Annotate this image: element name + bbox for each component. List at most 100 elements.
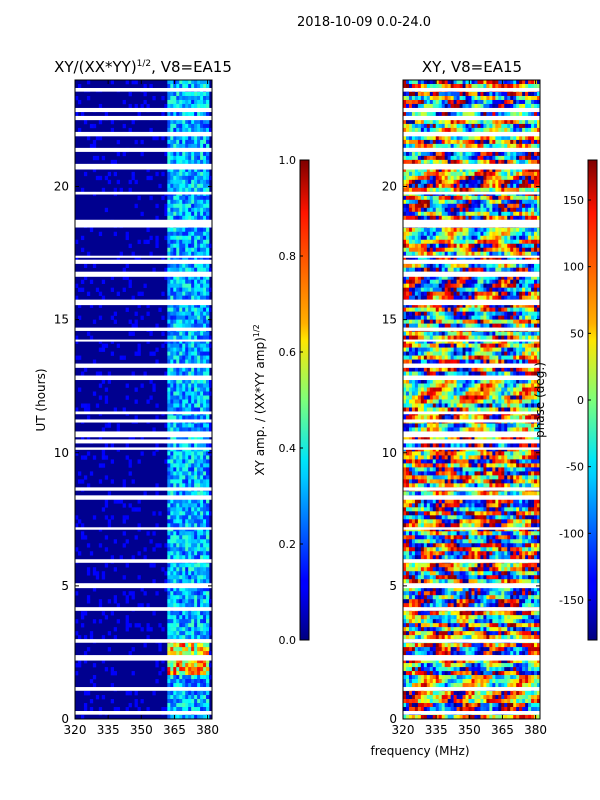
phase-cell <box>495 251 499 257</box>
amp-cell <box>167 239 171 245</box>
amp-cell <box>194 235 198 241</box>
phase-cell <box>531 91 535 97</box>
phase-cell <box>489 83 493 89</box>
amp-cell <box>197 139 201 145</box>
phase-cell <box>447 99 451 105</box>
phase-cell <box>510 207 514 213</box>
phase-cell <box>510 99 514 105</box>
amp-cell <box>182 483 186 488</box>
phase-cell <box>471 155 475 161</box>
amp-cell <box>182 647 186 652</box>
phase-cell <box>468 123 472 129</box>
amp-cell <box>197 479 201 484</box>
phase-cell <box>483 139 487 145</box>
amp-cell <box>167 211 171 217</box>
phase-cell <box>468 203 472 209</box>
phase-cell <box>403 95 407 101</box>
data-gap <box>75 583 212 589</box>
amp-cell <box>170 319 174 324</box>
amp-cell <box>191 619 195 624</box>
phase-cell <box>525 91 529 97</box>
amp-cell <box>200 247 204 253</box>
phase-cell <box>492 155 496 161</box>
amp-cell <box>197 443 201 448</box>
amp-cell <box>191 311 195 316</box>
amp-cell <box>200 475 204 480</box>
phase-cell <box>405 167 410 173</box>
amp-cell <box>170 579 174 584</box>
amp-cell <box>167 683 171 688</box>
amp-cell <box>203 311 207 316</box>
amp-cell <box>185 691 189 696</box>
amp-cell <box>182 119 186 125</box>
amp-cell <box>197 403 201 408</box>
amp-cell <box>200 367 204 372</box>
amp-cell <box>206 215 210 221</box>
amp-cell <box>182 627 186 632</box>
phase-cell <box>459 239 463 245</box>
phase-cell <box>429 195 434 201</box>
amp-cell <box>170 199 174 205</box>
amp-cell <box>113 599 117 604</box>
amp-cell <box>167 267 171 272</box>
amp-cell <box>122 151 126 157</box>
amp-cell <box>92 167 97 173</box>
amp-cell <box>167 255 171 261</box>
phase-cell <box>504 99 508 105</box>
amp-cell <box>155 347 159 352</box>
phase-cell <box>465 123 469 129</box>
amp-cell <box>206 659 210 664</box>
amp-cell <box>140 291 144 296</box>
phase-cell <box>411 151 416 157</box>
amp-cell <box>119 187 123 193</box>
phase-cell <box>405 235 410 241</box>
amp-cell <box>170 503 174 508</box>
amp-cell <box>191 535 195 540</box>
amp-cell <box>200 303 204 308</box>
amp-cell <box>170 611 174 616</box>
phase-cell <box>423 159 428 165</box>
amp-cell <box>188 295 192 300</box>
amp-cell <box>197 179 201 185</box>
amp-cell <box>131 371 135 376</box>
phase-cell <box>450 159 454 165</box>
amp-cell <box>194 475 198 480</box>
phase-cell <box>480 143 484 149</box>
amp-cell <box>197 171 201 177</box>
amp-cell <box>116 603 120 608</box>
amp-cell <box>200 499 204 504</box>
phase-cell <box>432 211 437 217</box>
phase-cell <box>489 255 493 261</box>
phase-cell <box>444 255 448 261</box>
amp-cell <box>164 571 168 576</box>
phase-cell <box>459 199 463 205</box>
amp-cell <box>185 599 189 604</box>
phase-cell <box>516 159 520 165</box>
phase-cell <box>513 243 517 249</box>
phase-cell <box>501 123 505 129</box>
amp-cell <box>173 423 177 428</box>
phase-cell <box>444 111 448 117</box>
amp-cell <box>206 175 210 181</box>
amp-cell <box>191 551 195 556</box>
phase-cell <box>408 207 413 213</box>
phase-cell <box>438 183 443 189</box>
phase-cell <box>519 207 523 213</box>
amp-cell <box>75 295 79 300</box>
amp-cell <box>167 395 171 400</box>
amp-cell <box>188 331 192 336</box>
amp-cell <box>89 303 94 308</box>
amp-cell <box>194 571 198 576</box>
amp-cell <box>146 239 150 245</box>
amp-cell <box>179 371 183 376</box>
amp-cell <box>182 83 186 89</box>
amp-cell <box>194 427 198 432</box>
phase-cell <box>528 203 532 209</box>
phase-cell <box>477 235 481 241</box>
amp-cell <box>203 631 207 636</box>
phase-cell <box>474 159 478 165</box>
phase-cell <box>447 183 451 189</box>
phase-cell <box>471 99 475 105</box>
amp-cell <box>101 343 106 348</box>
amp-cell <box>206 631 210 636</box>
